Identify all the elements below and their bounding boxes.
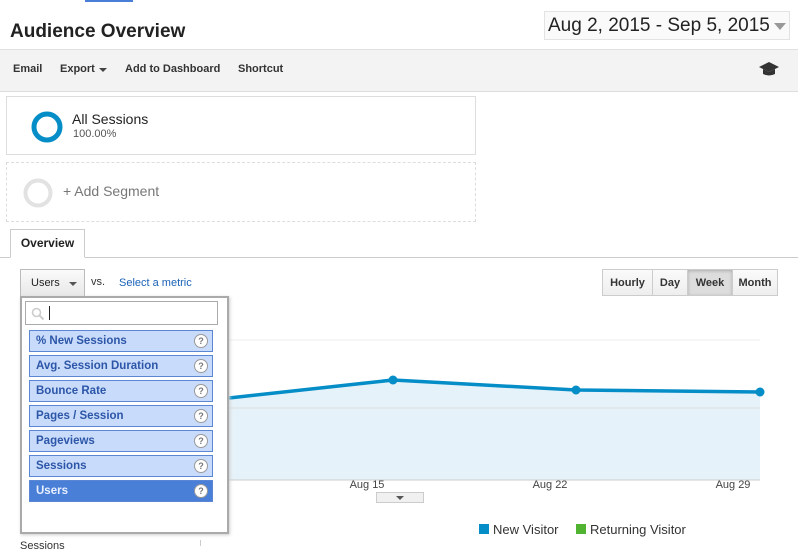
legend-swatch [479,524,489,534]
metric-option-label: Pages / Session [36,410,124,422]
granularity-week[interactable]: Week [687,269,733,296]
toolbar-email[interactable]: Email [13,63,43,75]
select-metric[interactable]: Select a metric [119,277,192,289]
metric-option[interactable]: Users? [29,480,213,502]
help-icon[interactable]: ? [194,459,208,473]
tab-rule [0,257,798,258]
legend-swatch [576,524,586,534]
x-label: Aug 29 [715,479,751,491]
metric-option-label: Bounce Rate [36,385,107,397]
vs-label: vs. [91,276,106,288]
metric-option[interactable]: Bounce Rate? [29,380,213,402]
toolbar [0,49,798,92]
metric-button[interactable]: Users [20,269,85,297]
toolbar-dashboard[interactable]: Add to Dashboard [125,63,221,75]
date-picker[interactable]: Aug 2, 2015 - Sep 5, 2015 [544,11,790,40]
metric-arrow [69,282,77,286]
chart-line [228,378,761,400]
segment-donut [31,111,63,143]
academy-icon[interactable] [758,60,780,78]
segment-percent: 100.00% [73,128,117,140]
x-label: Aug 15 [349,479,385,491]
legend-label: New Visitor [493,522,559,537]
metric-option-label: Pageviews [36,435,95,447]
help-icon[interactable]: ? [194,334,208,348]
search-icon [31,307,45,321]
tab-overview[interactable]: Overview [10,229,85,258]
metric-option-label: Users [36,485,68,497]
add-segment-label: + Add Segment [63,183,160,199]
date-range: Aug 2, 2015 - Sep 5, 2015 [548,15,770,36]
help-icon[interactable]: ? [194,484,208,498]
granularity-day[interactable]: Day [652,269,688,296]
handle-arrow [396,496,404,500]
metric-option[interactable]: Pages / Session? [29,405,213,427]
footer-metric: Sessions [20,540,65,552]
add-segment[interactable]: + Add Segment [6,162,476,222]
metric-option[interactable]: % New Sessions? [29,330,213,352]
metric-option[interactable]: Sessions? [29,455,213,477]
metric-option-label: % New Sessions [36,335,127,347]
chart [228,339,765,481]
chart-point[interactable] [755,387,765,397]
dropdown-arrow [774,23,786,30]
granularity-month[interactable]: Month [732,269,778,296]
chart-point[interactable] [388,375,398,385]
legend-label: Returning Visitor [590,522,686,537]
help-icon[interactable]: ? [194,359,208,373]
help-icon[interactable]: ? [194,409,208,423]
help-icon[interactable]: ? [194,384,208,398]
segment-name: All Sessions [72,111,149,127]
metric-option[interactable]: Pageviews? [29,430,213,452]
top-indicator [85,0,133,2]
chart-area [229,380,760,480]
metric-option-label: Sessions [36,460,87,472]
x-label: Aug 22 [532,479,568,491]
chart-point[interactable] [571,385,581,395]
metric-selected: Users [31,277,60,289]
footer-divider [200,540,201,546]
text-cursor [49,306,50,320]
search-input[interactable] [25,301,218,325]
granularity-hourly[interactable]: Hourly [602,269,653,296]
page-title: Audience Overview [10,21,186,42]
chart-resize-handle[interactable] [376,492,424,503]
metric-option[interactable]: Avg. Session Duration? [29,355,213,377]
export-arrow [99,68,107,72]
toolbar-shortcut[interactable]: Shortcut [238,63,284,75]
segment-card[interactable]: All Sessions 100.00% [6,96,476,155]
segment-placeholder [23,178,53,208]
metric-option-label: Avg. Session Duration [36,360,159,372]
help-icon[interactable]: ? [194,434,208,448]
toolbar-export[interactable]: Export [60,63,95,75]
